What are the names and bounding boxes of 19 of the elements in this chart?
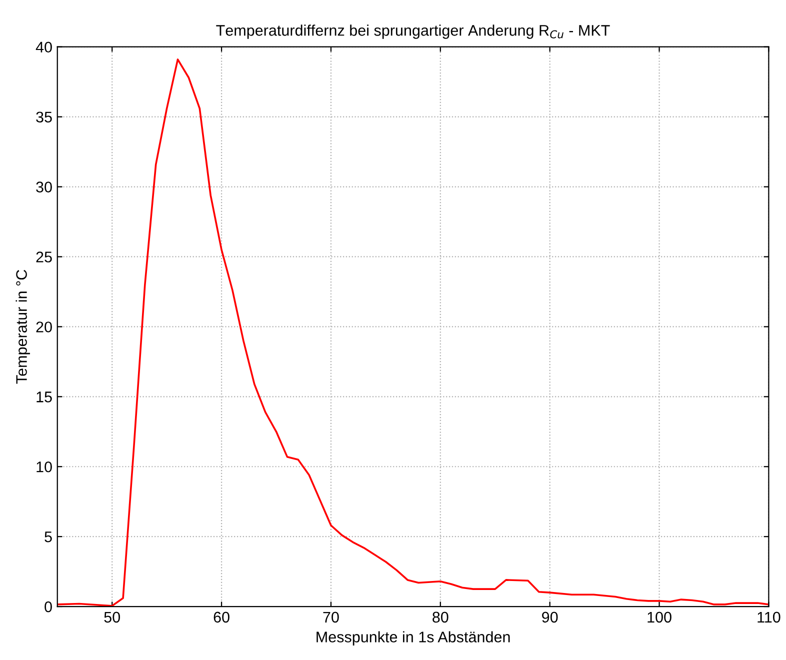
x-tick-label: 100 — [648, 612, 672, 623]
y-tick-label: 15 — [36, 392, 52, 402]
x-tick-label: 50 — [104, 612, 120, 623]
chart-title: Temperaturdiffernz bei sprungartiger Anderung R$_{Cu}$ - MKT — [216, 24, 610, 39]
y-tick-label: 20 — [36, 322, 52, 332]
y-tick-label: 30 — [36, 182, 52, 192]
x-tick-label: 110 — [758, 612, 780, 623]
y-tick-label: 10 — [36, 461, 52, 472]
x-tick-label: 60 — [214, 612, 230, 623]
y-tick-label: 25 — [36, 252, 52, 262]
y-tick-label: 5 — [44, 532, 52, 542]
y-axis-title: Temperatur in °C — [16, 270, 30, 384]
x-tick-label: 70 — [323, 612, 339, 623]
x-tick-label: 90 — [542, 612, 558, 623]
x-axis-title: Messpunkte in 1s Abständen — [316, 631, 510, 646]
x-tick-label: 80 — [432, 612, 448, 623]
y-tick-label: 40 — [36, 42, 52, 53]
y-tick-label: 0 — [44, 601, 52, 612]
y-tick-label: 35 — [36, 112, 52, 123]
